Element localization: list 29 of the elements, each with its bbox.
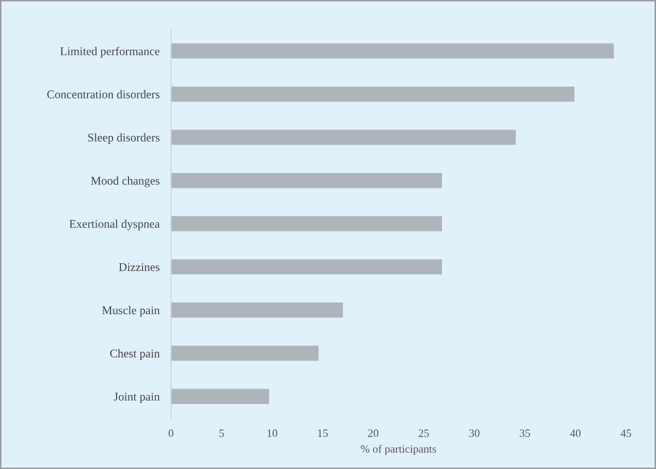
- y-tick-label: Joint pain: [114, 392, 160, 404]
- bar: [171, 86, 574, 102]
- y-tick-label: Exertional dyspnea: [69, 220, 160, 230]
- bar: [171, 216, 442, 232]
- bar: [171, 43, 614, 59]
- y-tick-label: Muscle pain: [102, 306, 160, 317]
- x-axis-title: % of participants: [360, 444, 436, 455]
- bar: [171, 346, 319, 361]
- x-tick-label: 45: [620, 430, 632, 437]
- bar: [171, 259, 442, 274]
- x-tick-label: 0: [168, 429, 174, 437]
- x-tick-label: 25: [418, 429, 429, 437]
- x-tick-label: 15: [318, 429, 328, 437]
- y-tick-label: Mood changes: [91, 176, 160, 188]
- y-tick-label: Sleep disorders: [88, 133, 160, 144]
- x-tick-label: 40: [570, 429, 581, 437]
- y-tick-label: Chest pain: [110, 349, 160, 360]
- y-tick-label: Dizzines: [118, 263, 160, 272]
- x-tick-label: 35: [520, 429, 530, 437]
- bar: [171, 172, 442, 188]
- x-tick-label: 10: [268, 429, 278, 437]
- x-tick-label: 5: [219, 430, 224, 437]
- bar: [171, 130, 516, 145]
- bar: [171, 388, 270, 404]
- bar: [171, 302, 343, 318]
- x-tick-label: 20: [368, 429, 378, 437]
- y-tick-label: Concentration disorders: [47, 90, 160, 98]
- x-tick-label: 30: [469, 429, 480, 437]
- y-tick-label: Limited performance: [60, 46, 160, 58]
